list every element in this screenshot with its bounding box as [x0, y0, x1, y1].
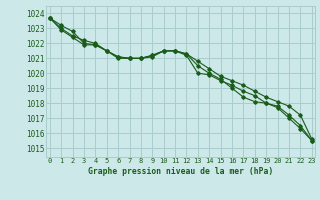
X-axis label: Graphe pression niveau de la mer (hPa): Graphe pression niveau de la mer (hPa): [88, 167, 273, 176]
